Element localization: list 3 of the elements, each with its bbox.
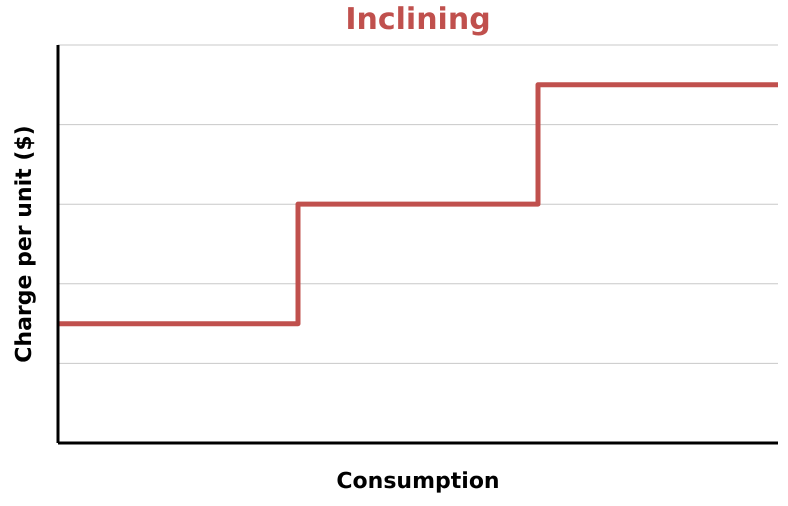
- x-axis-title: Consumption: [336, 469, 500, 494]
- chart-title: Inclining: [344, 2, 492, 37]
- y-axis-title: Charge per unit ($): [12, 125, 37, 363]
